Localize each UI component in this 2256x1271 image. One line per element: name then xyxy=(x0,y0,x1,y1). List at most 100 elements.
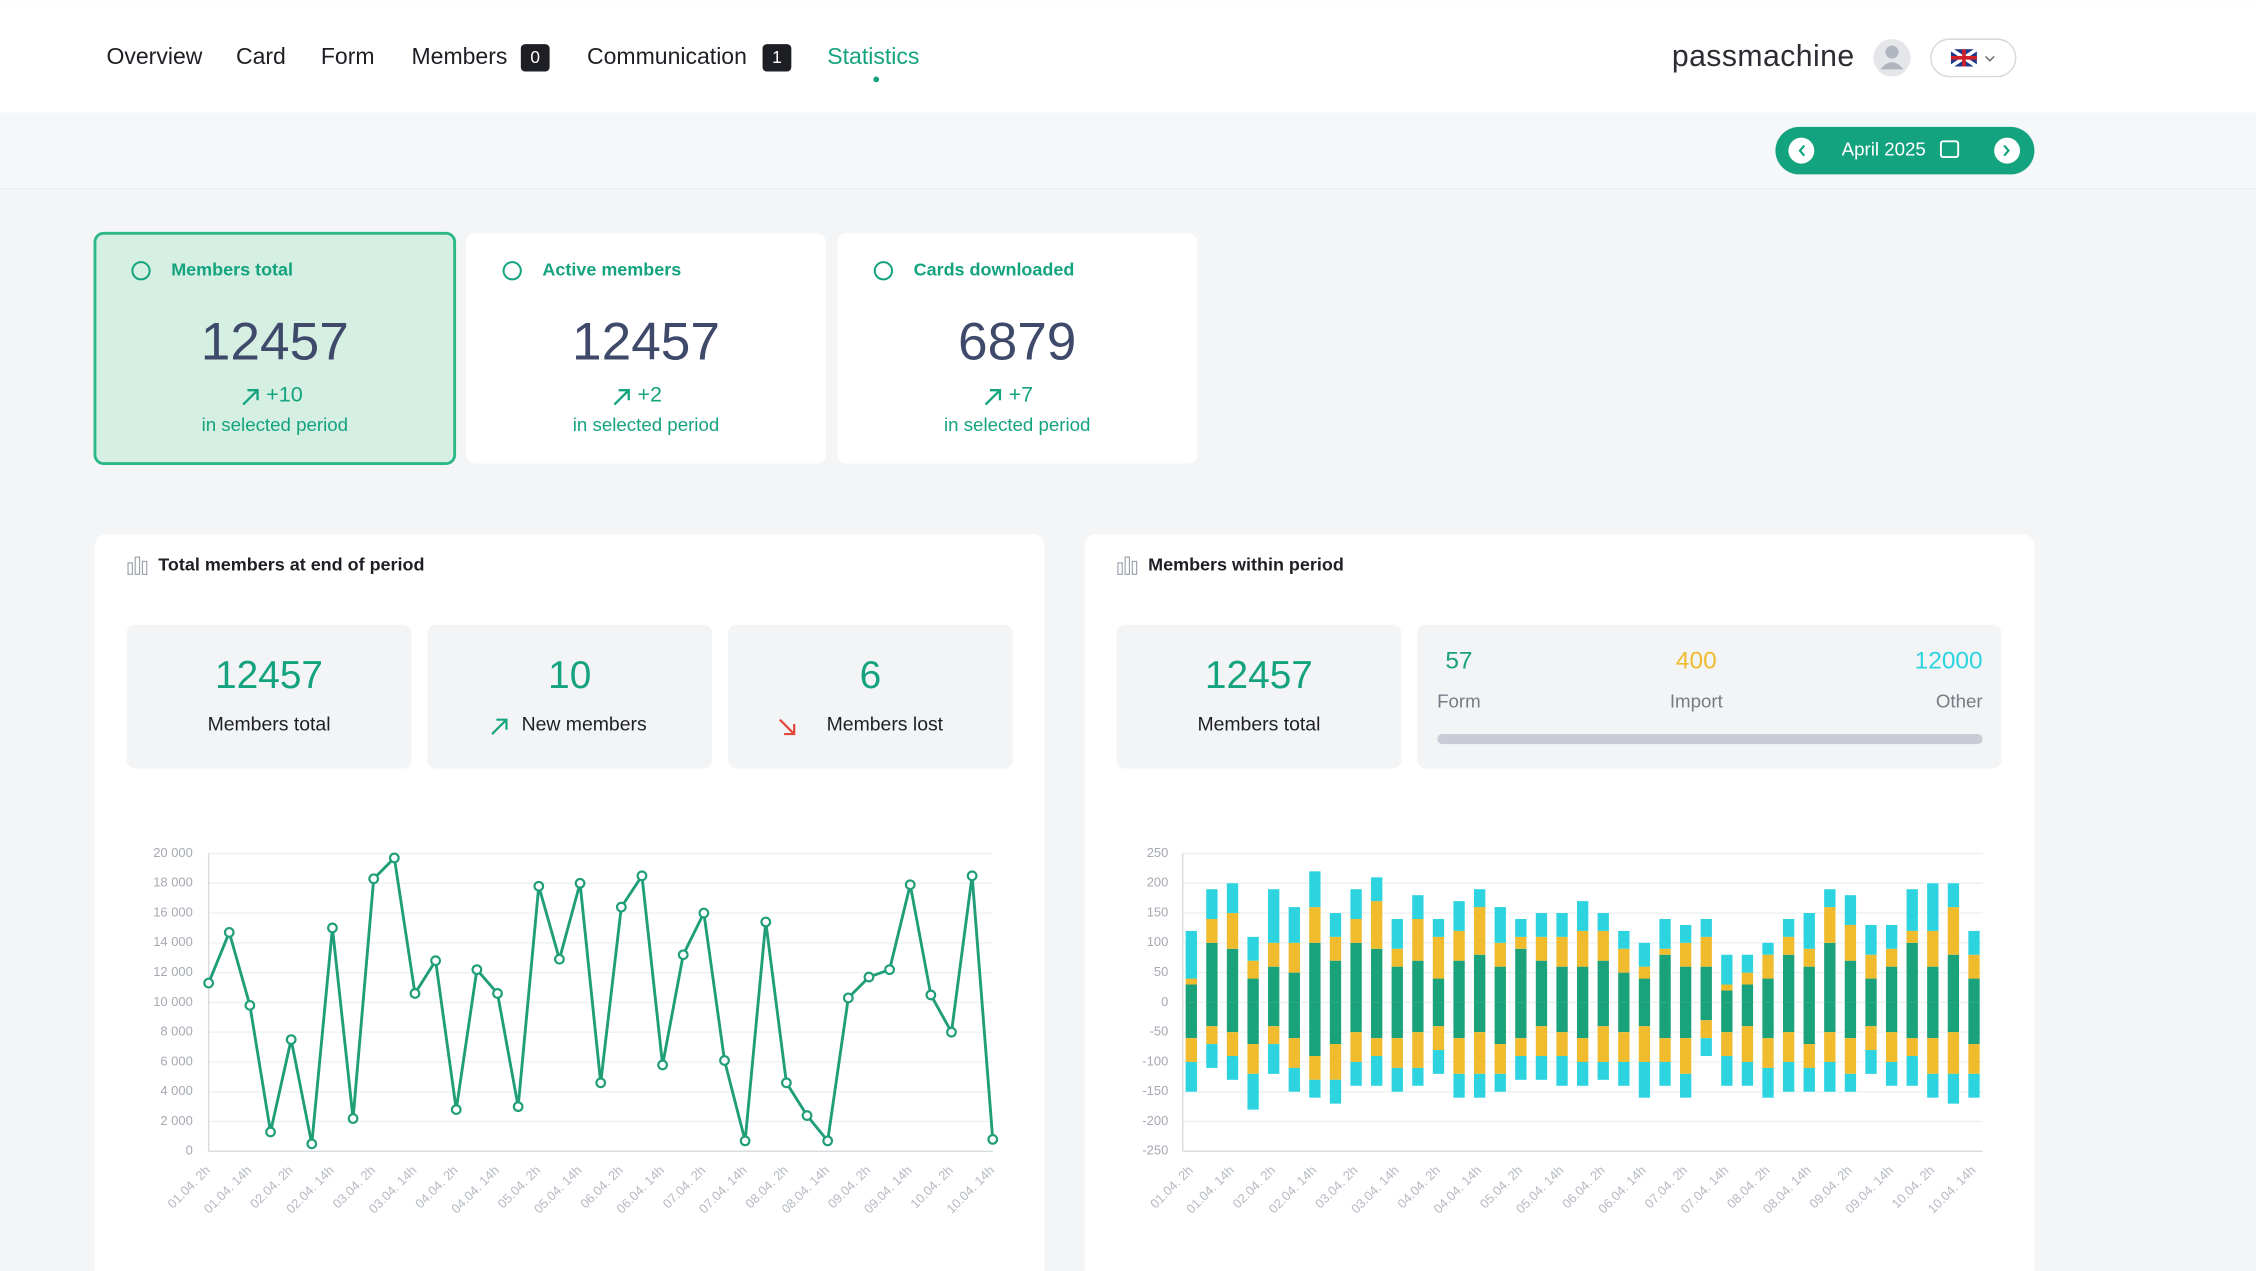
bar-segment xyxy=(1741,1002,1754,1027)
bar-segment xyxy=(1844,960,1857,1003)
data-point xyxy=(719,1055,730,1066)
bar-segment xyxy=(1659,1061,1671,1086)
bar-segment xyxy=(1844,1038,1857,1074)
y-tick-label: 50 xyxy=(1154,964,1168,979)
bar-segment xyxy=(1556,1002,1568,1033)
kpi-card[interactable] xyxy=(93,231,457,466)
bar-segment xyxy=(1535,1055,1548,1080)
stat-box xyxy=(728,624,1013,769)
nav-item[interactable]: Form xyxy=(321,43,375,69)
bar-segment xyxy=(1865,924,1877,955)
bar-segment xyxy=(1309,871,1321,908)
kpi-card[interactable] xyxy=(466,233,826,464)
bar-segment xyxy=(1432,1050,1445,1074)
bar-segment xyxy=(1597,913,1609,931)
nav-item[interactable]: Overview xyxy=(106,43,202,69)
card-change: +2 xyxy=(637,382,662,407)
bar-segment xyxy=(1226,913,1239,949)
bar-segment xyxy=(1247,978,1259,1003)
y-tick-label: 12 000 xyxy=(153,964,193,979)
bar-segment xyxy=(1885,1032,1898,1062)
bar-segment xyxy=(1391,1038,1403,1068)
bar-segment xyxy=(1824,1032,1836,1062)
bar-segment xyxy=(1288,1038,1300,1068)
bar-segment xyxy=(1329,913,1342,937)
bar-segment xyxy=(1906,930,1918,943)
bar-segment xyxy=(1226,883,1239,914)
bar-segment xyxy=(1700,936,1712,967)
y-tick-label: 20 000 xyxy=(153,845,193,860)
bar-segment xyxy=(1288,942,1300,973)
card-title: Active members xyxy=(542,260,681,280)
bar-segment xyxy=(1721,954,1733,985)
bar-segment xyxy=(1329,960,1342,1003)
bar-segment xyxy=(1226,948,1239,1003)
bar-segment xyxy=(1474,907,1486,955)
y-tick-label: -250 xyxy=(1142,1143,1168,1158)
bar-segment xyxy=(1494,1044,1506,1074)
nav-item[interactable]: Card xyxy=(236,43,286,69)
data-point xyxy=(492,988,503,999)
bar-segment xyxy=(1309,907,1321,943)
bar-segment xyxy=(1700,966,1712,1003)
bar-segment xyxy=(1515,1055,1527,1080)
period-picker[interactable] xyxy=(1775,126,2035,175)
bar-segment xyxy=(1968,978,1980,1003)
bar-segment xyxy=(1597,1026,1609,1062)
nav-item[interactable]: Members xyxy=(411,43,507,69)
bar-segment xyxy=(1968,954,1980,979)
nav-item[interactable]: Communication xyxy=(587,43,747,69)
kpi-card[interactable] xyxy=(837,233,1198,464)
data-point xyxy=(430,955,442,967)
bar-segment xyxy=(1741,1026,1754,1062)
bar-segment xyxy=(1247,960,1259,979)
bar-segment xyxy=(1288,1002,1300,1039)
bar-segment xyxy=(1741,972,1754,985)
stat-value: 6 xyxy=(860,654,882,697)
nav-item[interactable]: Statistics xyxy=(827,43,919,69)
bar-segment xyxy=(1906,889,1918,931)
bar-segment xyxy=(1556,936,1568,967)
bar-segment xyxy=(1824,907,1836,943)
prev-period[interactable] xyxy=(1788,137,1815,164)
bar-segment xyxy=(1700,1020,1712,1039)
bar-segment xyxy=(1597,1061,1609,1080)
chart-icon xyxy=(134,556,141,575)
bar-segment xyxy=(1432,918,1445,937)
bar-segment xyxy=(1453,901,1465,931)
bar-segment xyxy=(1535,1026,1548,1056)
bar-segment xyxy=(1597,930,1609,961)
bar-segment xyxy=(1371,901,1383,949)
card-title: Members total xyxy=(171,260,293,280)
data-point xyxy=(554,953,565,965)
panel-title: Members within period xyxy=(1148,554,1344,574)
bar-segment xyxy=(1494,942,1506,967)
next-period[interactable] xyxy=(1994,137,2021,164)
chart-icon xyxy=(127,562,133,575)
bar-segment xyxy=(1185,1002,1197,1039)
bar-segment xyxy=(1844,924,1857,961)
bar-segment xyxy=(1185,1061,1197,1092)
bar-segment xyxy=(1494,907,1506,943)
stat-label: New members xyxy=(522,714,647,736)
bar-segment xyxy=(1885,948,1898,967)
bar-segment xyxy=(1391,1067,1403,1092)
y-tick-label: 16 000 xyxy=(153,904,193,919)
bar-segment xyxy=(1947,1002,1960,1033)
bar-segment xyxy=(1679,924,1692,943)
bar-segment xyxy=(1556,913,1568,937)
bar-segment xyxy=(1371,1038,1383,1056)
bar-segment xyxy=(1185,930,1197,979)
data-point xyxy=(244,999,256,1011)
card-icon xyxy=(502,261,522,281)
source-value: 400 xyxy=(1676,648,1717,675)
bar-segment xyxy=(1679,1073,1692,1098)
bar-segment xyxy=(1762,1002,1774,1039)
bar-segment xyxy=(1762,942,1774,955)
bar-segment xyxy=(1474,889,1486,908)
bar-segment xyxy=(1638,966,1651,979)
bar-segment xyxy=(1268,942,1280,967)
bar-segment xyxy=(1474,1032,1486,1074)
